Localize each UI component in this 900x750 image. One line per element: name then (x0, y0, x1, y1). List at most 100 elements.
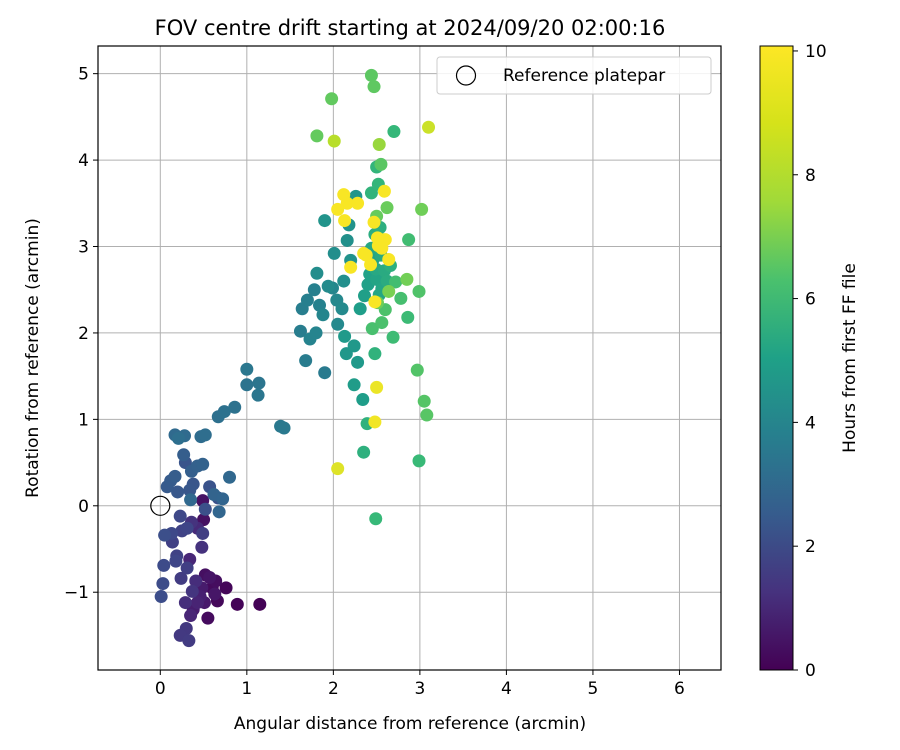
colorbar-gradient (759, 45, 794, 671)
data-point (318, 214, 332, 228)
x-axis-ticks: 0 1 2 3 4 5 6 (155, 670, 685, 699)
data-point (374, 157, 388, 171)
data-point (364, 68, 378, 82)
data-point (173, 509, 187, 523)
data-point (191, 596, 205, 610)
x-tick-label: 6 (674, 679, 685, 699)
data-point (356, 392, 370, 406)
data-point (367, 80, 381, 94)
data-point (331, 317, 345, 331)
y-tick-label: −1 (64, 583, 89, 603)
y-tick-label: 2 (78, 324, 89, 344)
data-point (321, 279, 335, 293)
legend-entry-reference-platepar: Reference platepar (503, 66, 665, 86)
y-tick-label: 5 (78, 65, 89, 85)
data-point (216, 492, 230, 506)
data-point (325, 92, 339, 106)
colorbar: 0 2 4 6 8 10 Hours from first FF file (759, 42, 860, 681)
data-point (217, 405, 231, 419)
data-point (365, 322, 379, 336)
data-point (208, 587, 222, 601)
data-point (183, 483, 197, 497)
data-point (196, 526, 210, 540)
data-point (422, 120, 436, 134)
reference-platepar-marker (150, 495, 171, 516)
colorbar-tick-label: 4 (805, 413, 816, 433)
data-point (377, 184, 391, 198)
colorbar-tick-label: 8 (805, 166, 816, 186)
data-point (340, 233, 354, 247)
data-point (402, 233, 416, 247)
x-tick-label: 5 (588, 679, 599, 699)
data-point (368, 295, 382, 309)
data-point (387, 125, 401, 139)
data-point (415, 202, 429, 216)
y-axis-label: Rotation from reference (arcmin) (23, 218, 43, 498)
data-point (367, 215, 381, 229)
data-point (201, 611, 215, 625)
data-point (168, 469, 182, 483)
data-point (300, 293, 314, 307)
data-point (293, 324, 307, 338)
data-point (195, 540, 209, 554)
data-point (253, 597, 267, 611)
data-point (185, 584, 199, 598)
data-point (198, 428, 212, 442)
colorbar-tick-label: 0 (805, 661, 816, 681)
data-point (389, 275, 403, 289)
data-point (382, 252, 396, 266)
data-point (310, 129, 324, 143)
data-point (410, 363, 424, 377)
data-point (157, 558, 171, 572)
data-point (337, 274, 351, 288)
data-point (368, 415, 382, 429)
data-point (251, 388, 265, 402)
data-point (307, 283, 321, 297)
data-point (351, 196, 365, 210)
data-point (327, 246, 341, 260)
data-point (171, 485, 185, 499)
x-tick-label: 3 (414, 679, 425, 699)
data-point (335, 302, 349, 316)
data-point (331, 202, 345, 216)
data-point (369, 512, 383, 526)
data-points (154, 68, 436, 648)
data-point (198, 502, 212, 516)
chart-title: FOV centre drift starting at 2024/09/20 … (155, 16, 666, 40)
data-point (180, 521, 194, 535)
colorbar-label: Hours from first FF file (840, 263, 860, 453)
x-tick-label: 2 (328, 679, 339, 699)
data-point (212, 505, 226, 519)
data-point (240, 378, 254, 392)
data-point (316, 308, 330, 322)
data-point (401, 310, 415, 324)
data-point (184, 609, 198, 623)
plot-area-frame (97, 45, 722, 671)
data-point (318, 366, 332, 380)
data-point (382, 284, 396, 298)
data-point (174, 571, 188, 585)
data-point (309, 326, 323, 340)
data-point (196, 457, 210, 471)
data-point (338, 329, 352, 343)
data-point (154, 590, 168, 604)
data-point (340, 196, 354, 210)
data-point (375, 316, 389, 330)
data-point (171, 431, 185, 445)
data-point (370, 231, 384, 245)
data-point (357, 445, 371, 459)
colorbar-tick-label: 6 (805, 290, 816, 310)
data-point (338, 214, 352, 228)
data-point (412, 284, 426, 298)
y-tick-label: 1 (78, 410, 89, 430)
data-point (180, 561, 194, 575)
data-point (277, 421, 291, 435)
data-point (380, 201, 394, 215)
data-point (368, 347, 382, 361)
data-point (252, 376, 266, 390)
data-point (358, 289, 372, 303)
legend-reference-marker (455, 65, 477, 86)
data-point (394, 291, 408, 305)
data-point (219, 581, 233, 595)
